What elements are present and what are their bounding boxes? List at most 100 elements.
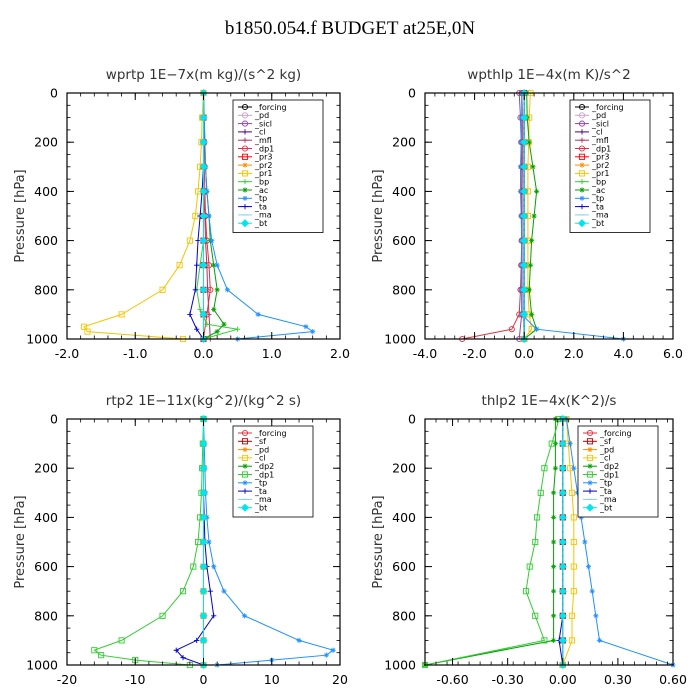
x-tick-label: 0	[200, 672, 208, 687]
legend-marker	[241, 153, 249, 160]
data-point	[241, 613, 248, 619]
legend-label: _pd	[254, 111, 269, 120]
series-line-dp1	[424, 418, 560, 666]
data-point	[530, 164, 536, 170]
legend-label: _dp2	[254, 462, 274, 471]
legend-label: _pr3	[591, 153, 609, 162]
data-point	[199, 537, 208, 547]
legend-marker	[242, 179, 248, 185]
x-tick-label: 0.60	[659, 672, 687, 687]
legend-label: _ac	[254, 186, 268, 195]
legend-label: _ta	[591, 202, 604, 211]
y-tick-label: 600	[392, 233, 416, 248]
panel-title: thlp2 1E−4x(K^2)/s	[482, 393, 617, 409]
legend-label: _pr1	[254, 169, 272, 178]
y-axis-label: Pressure [hPa]	[371, 169, 386, 262]
data-point	[541, 465, 548, 472]
legend-label: _tp	[254, 194, 267, 203]
legend-marker	[578, 112, 586, 119]
legend-marker	[585, 503, 595, 512]
legend-label: _ta	[254, 487, 267, 496]
data-point	[570, 563, 577, 570]
legend-label: _bt	[591, 219, 604, 228]
legend-marker	[241, 120, 249, 127]
data-point	[214, 287, 220, 293]
data-point	[541, 637, 548, 644]
legend-label: _dp2	[599, 462, 619, 471]
y-tick-label: 200	[392, 461, 416, 476]
data-point	[548, 440, 555, 447]
y-tick-label: 0	[408, 412, 416, 427]
legend-marker	[242, 195, 248, 201]
legend-marker	[240, 503, 250, 512]
legend-marker	[586, 429, 594, 437]
data-point	[558, 587, 567, 596]
data-point	[192, 287, 198, 293]
data-point	[199, 611, 208, 620]
legend-label: _cl	[591, 128, 603, 137]
legend-marker	[242, 187, 248, 193]
y-axis-label: Pressure [hPa]	[371, 495, 386, 588]
data-point	[199, 236, 208, 245]
series-line-dp1	[93, 418, 204, 666]
data-point	[173, 647, 179, 653]
x-tick-label: 0.00	[549, 672, 577, 687]
data-point	[552, 441, 559, 447]
legend-label: _pd	[591, 111, 606, 120]
legend-label: _dp1	[254, 470, 274, 479]
y-tick-label: 400	[392, 510, 416, 525]
data-point	[550, 514, 557, 520]
y-tick-label: 200	[34, 135, 58, 150]
y-tick-label: 0	[50, 86, 58, 101]
legend-marker	[578, 103, 586, 111]
legend-label: _forcing	[599, 429, 632, 438]
data-point	[550, 539, 557, 545]
data-point	[522, 588, 530, 595]
data-point	[199, 211, 208, 221]
legend-marker	[578, 153, 586, 160]
data-point	[558, 562, 567, 571]
data-point	[531, 213, 537, 219]
data-point	[211, 306, 217, 313]
data-point	[199, 488, 208, 497]
y-tick-label: 800	[34, 282, 58, 297]
data-point	[589, 588, 595, 594]
y-tick-label: 600	[34, 233, 58, 248]
data-point	[520, 236, 529, 245]
legend-label: _ma	[591, 211, 609, 220]
data-point	[550, 588, 557, 594]
data-point	[199, 261, 208, 270]
series-line-cl	[562, 418, 575, 666]
legend-marker	[579, 187, 585, 193]
x-tick-label: -2.0	[55, 346, 79, 361]
data-point	[118, 311, 125, 318]
x-tick-label: -4.0	[413, 346, 437, 361]
panel-title: wprtp 1E−7x(m kg)/(s^2 kg)	[106, 67, 301, 83]
data-point	[206, 539, 212, 545]
data-point	[84, 328, 91, 335]
data-point	[570, 588, 577, 595]
data-point	[558, 488, 567, 497]
data-point	[91, 647, 98, 654]
data-point	[520, 187, 529, 196]
legend-marker	[240, 219, 250, 228]
legend-marker	[587, 488, 593, 494]
legend-marker	[241, 112, 249, 119]
data-point	[534, 514, 541, 521]
legend-label: _tp	[599, 479, 612, 488]
legend-label: _tp	[254, 479, 267, 488]
panel-wprtp: wprtp 1E−7x(m kg)/(s^2 kg) Pressure [hPa]…	[13, 67, 350, 361]
legend-marker	[242, 137, 248, 143]
data-point	[520, 113, 529, 122]
y-tick-label: 800	[392, 282, 416, 297]
series-group	[421, 414, 676, 670]
legend-label: _ac	[591, 186, 605, 195]
data-point	[568, 612, 576, 619]
legend-label: _bp	[254, 178, 269, 187]
data-point	[532, 612, 539, 619]
series-line-dp2	[424, 419, 556, 666]
data-point	[159, 612, 166, 619]
legend-label: _bt	[254, 504, 267, 513]
x-tick-label: 2.0	[330, 346, 350, 361]
legend-label: _ta	[599, 487, 612, 496]
